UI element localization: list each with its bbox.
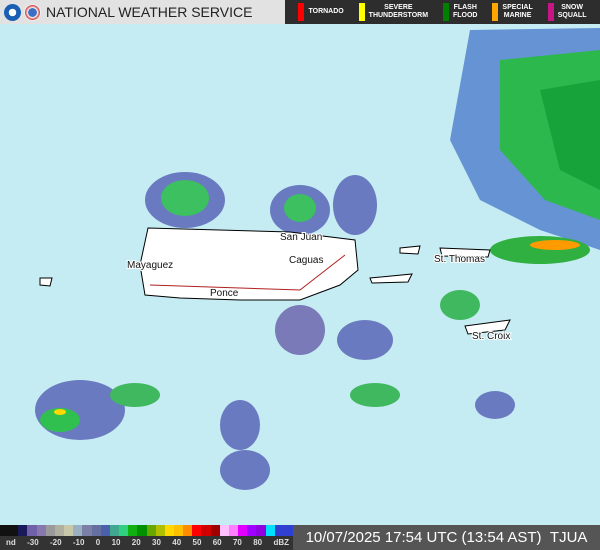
scale-tick: 20 [131,538,141,547]
scale-tick: 0 [95,538,101,547]
scale-swatch [265,525,275,536]
scale-swatch [146,525,156,536]
warning-label: SNOW SQUALL [557,4,587,19]
warning-item: SNOW SQUALL [547,3,587,21]
radar-map[interactable]: San Juan Mayaguez Caguas Ponce St. Thoma… [0,24,600,525]
scale-swatch [109,525,120,536]
city-label: St. Thomas [434,254,485,265]
scale-swatch [119,525,129,536]
scale-tick: 40 [172,538,182,547]
warning-item: SEVERE THUNDERSTORM [358,3,429,21]
scale-swatch [283,525,293,536]
scale-swatch [9,525,19,536]
scale-ticks: nd -30 -20 -10 0 10 20 30 40 50 60 70 80 dBZ [0,536,293,547]
scale-swatch [192,525,202,536]
scale-swatch [18,525,28,536]
scale-swatch [238,525,248,536]
warning-swatch [298,3,305,21]
timestamp-text: 10/07/2025 17:54 UTC (13:54 AST) [305,529,542,546]
warning-legend: TORNADO SEVERE THUNDERSTORM FLASH FLOOD SPE… [285,0,600,24]
scale-swatch [100,525,110,536]
scale-swatch [27,525,37,536]
scale-tick: 70 [232,538,242,547]
scale-swatch [183,525,193,536]
scale-tick: -30 [27,538,39,547]
scale-tick: nd [6,538,16,547]
scale-swatch [219,525,229,536]
scale-tick: 80 [253,538,263,547]
scale-tick: 30 [152,538,161,547]
reflectivity-scale: nd -30 -20 -10 0 10 20 30 40 50 60 70 80 dBZ [0,525,293,550]
scale-swatch [91,525,101,536]
scale-swatch [36,525,46,536]
warning-swatch [547,3,554,21]
scale-swatch [137,525,147,536]
scale-swatch [201,525,211,536]
scale-tick: dBZ [273,538,289,547]
scale-swatch [54,525,65,536]
scale-swatch [164,525,174,536]
scale-swatch [155,525,165,536]
warning-item: FLASH FLOOD [442,3,478,21]
scale-swatch [256,525,266,536]
nws-logo [24,3,41,21]
scale-tick: 50 [192,538,202,547]
noaa-logo [4,3,21,21]
scale-swatch [247,525,257,536]
city-label: Caguas [289,255,323,266]
culebra [399,245,421,255]
scale-tick: -20 [50,538,62,547]
scale-swatch [128,525,138,536]
scale-swatch [173,525,184,536]
color-bar [0,525,293,536]
scale-swatch [45,525,55,536]
page-title: NATIONAL WEATHER SERVICE [46,4,253,20]
city-label: Ponce [210,288,239,299]
coastlines [39,227,511,335]
header: NATIONAL WEATHER SERVICE TORNADO SEVERE T… [0,0,600,24]
warning-swatch [358,3,365,21]
city-label: San Juan [280,232,322,243]
scale-swatch [82,525,92,536]
nws-brand: NATIONAL WEATHER SERVICE [0,0,285,24]
st-croix [464,319,511,335]
st-thomas [439,247,491,258]
scale-swatch [0,525,10,536]
scale-swatch [210,525,220,536]
scale-swatch [64,525,74,536]
highway [149,254,346,291]
vieques [369,273,413,284]
footer: nd -30 -20 -10 0 10 20 30 40 50 60 70 80 dBZ 10/07/20… [0,525,600,550]
warning-swatch [492,3,499,21]
city-label: Mayaguez [127,260,173,271]
warning-item: SPECIAL MARINE [492,3,533,21]
warning-label: SEVERE THUNDERSTORM [368,4,429,19]
puerto-rico [139,227,359,301]
warning-item: TORNADO [298,3,344,21]
scale-swatch [274,525,284,536]
timestamp: 10/07/2025 17:54 UTC (13:54 AST) TJUA [293,525,600,550]
scale-swatch [228,525,239,536]
station-id: TJUA [549,529,588,546]
warning-label: SPECIAL MARINE [502,4,533,19]
scale-tick: -10 [72,538,85,547]
warning-swatch [442,3,449,21]
warning-label: FLASH FLOOD [452,4,478,19]
scale-tick: 10 [111,538,121,547]
scale-swatch [73,525,83,536]
warning-label: TORNADO [308,8,344,15]
scale-tick: 60 [212,538,222,547]
mona-island [39,277,53,287]
city-label: St. Croix [472,331,510,342]
